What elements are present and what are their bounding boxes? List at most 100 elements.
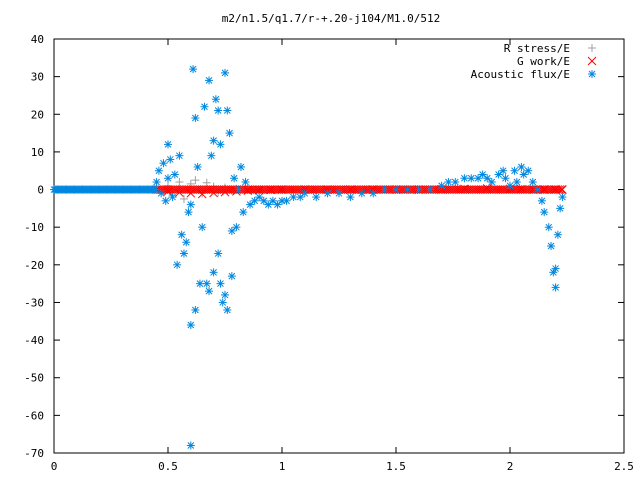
data-point xyxy=(273,200,282,209)
data-point xyxy=(164,140,172,149)
data-point xyxy=(186,321,195,330)
data-point xyxy=(186,200,195,209)
x-tick-label: 1 xyxy=(279,460,286,473)
plot-frame xyxy=(53,38,625,454)
data-point xyxy=(483,174,492,183)
data-point xyxy=(460,174,469,183)
data-point xyxy=(223,305,232,314)
data-point xyxy=(547,242,556,250)
data-point xyxy=(482,184,492,193)
data-point xyxy=(268,196,277,205)
data-point xyxy=(512,178,521,187)
data-point xyxy=(519,170,528,179)
data-point xyxy=(189,65,198,74)
data-point xyxy=(223,106,232,115)
data-point xyxy=(236,162,245,171)
data-point xyxy=(179,194,188,203)
y-tick-label: -20 xyxy=(24,259,44,272)
data-point xyxy=(487,178,496,187)
data-point xyxy=(209,188,218,198)
data-point xyxy=(266,185,275,195)
data-point xyxy=(221,68,229,77)
data-point xyxy=(205,76,214,85)
legend-marker xyxy=(587,56,597,66)
data-point xyxy=(510,166,519,175)
x-tick-label: 2 xyxy=(507,460,514,473)
data-point xyxy=(184,208,193,217)
data-point xyxy=(551,185,560,194)
data-point xyxy=(460,184,469,194)
data-point xyxy=(506,181,514,190)
data-point xyxy=(335,189,343,198)
data-point xyxy=(191,305,200,314)
data-point xyxy=(227,272,236,281)
data-point xyxy=(151,185,160,194)
y-tick-label: -70 xyxy=(24,447,44,460)
data-point xyxy=(200,102,209,111)
data-point xyxy=(191,176,200,185)
y-tick-label: -60 xyxy=(24,409,44,422)
data-point xyxy=(312,193,321,202)
y-tick-label: 0 xyxy=(37,184,44,197)
data-point xyxy=(216,279,225,288)
data-point xyxy=(437,181,446,190)
data-point xyxy=(323,189,332,198)
data-point xyxy=(259,196,268,205)
legend-marker xyxy=(588,70,596,78)
data-point xyxy=(551,264,560,273)
data-point xyxy=(517,184,526,194)
data-point xyxy=(524,166,533,175)
data-point xyxy=(369,189,378,198)
data-point xyxy=(403,185,412,194)
data-point xyxy=(220,187,230,197)
data-point xyxy=(175,151,184,160)
data-point xyxy=(227,226,236,235)
data-point xyxy=(556,204,565,213)
data-point xyxy=(214,106,223,115)
data-point xyxy=(230,174,239,183)
data-point xyxy=(346,193,355,202)
y-tick-label: 40 xyxy=(31,33,44,46)
data-point xyxy=(186,188,196,198)
data-point xyxy=(211,95,220,104)
x-tick-label: 0 xyxy=(51,460,58,473)
y-tick-label: 20 xyxy=(31,108,44,121)
data-point xyxy=(528,178,537,187)
data-point xyxy=(152,178,161,187)
data-point xyxy=(558,193,567,202)
data-point xyxy=(168,193,177,202)
data-point xyxy=(182,238,191,247)
data-point xyxy=(501,174,510,183)
data-point xyxy=(195,279,204,288)
data-point xyxy=(444,178,453,187)
data-point xyxy=(241,178,250,187)
data-point xyxy=(553,230,562,239)
data-point xyxy=(246,200,255,209)
axis-tick-labels: 0 0.5 1 1.5 2 2.5 40 30 20 10 0 -10 -20 -30 -40 -50 -60 -… xyxy=(24,33,634,473)
data-point xyxy=(296,193,305,202)
y-tick-label: -30 xyxy=(24,296,44,309)
axis-ticks xyxy=(53,38,625,454)
y-tick-label: 30 xyxy=(31,71,44,84)
x-tick-label: 1.5 xyxy=(386,460,406,473)
data-point xyxy=(239,208,248,217)
data-point xyxy=(517,162,526,171)
data-point xyxy=(467,174,476,183)
data-point xyxy=(426,185,435,194)
data-point xyxy=(225,129,234,138)
series-2 xyxy=(50,65,567,450)
data-point xyxy=(159,159,168,168)
x-tick-label: 2.5 xyxy=(614,460,634,473)
data-point xyxy=(555,185,565,194)
series-1 xyxy=(152,184,567,199)
data-point xyxy=(218,298,227,307)
data-point xyxy=(255,193,264,202)
legend-label: Acoustic flux/E xyxy=(471,68,570,81)
data-point xyxy=(539,185,549,194)
y-tick-label: 10 xyxy=(31,146,44,159)
data-point xyxy=(157,189,166,198)
data-point xyxy=(179,249,188,258)
data-point xyxy=(414,185,423,194)
legend-label: G work/E xyxy=(517,55,570,68)
data-point xyxy=(277,185,287,194)
